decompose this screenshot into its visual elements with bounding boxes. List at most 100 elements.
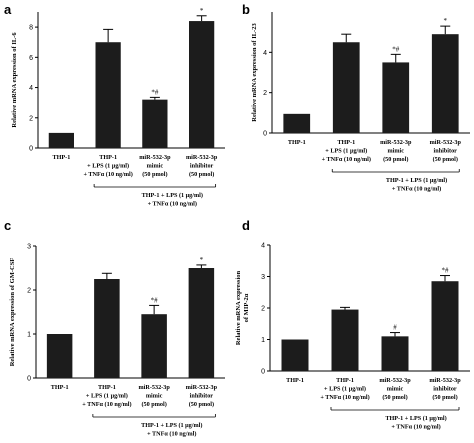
category-label: + TNFα (10 ng/ml) (82, 401, 131, 408)
category-label: + LPS (1 μg/ml) (86, 393, 128, 400)
bracket-label: THP-1 + LPS (1 μg/ml) (385, 415, 446, 422)
panel-letter: a (4, 2, 12, 17)
significance-mark: # (393, 324, 397, 332)
y-tick-label: 0 (27, 376, 31, 383)
category-label: THP-1 (52, 154, 70, 161)
y-tick-label: 0 (29, 146, 33, 153)
category-label: + TNFα (10 ng/ml) (322, 156, 371, 163)
panel-letter: b (242, 2, 250, 17)
y-tick-label: 2 (27, 288, 31, 295)
y-tick-label: 0 (261, 369, 265, 376)
y-tick-label: 4 (263, 50, 267, 57)
category-label: (50 pmol) (141, 401, 166, 408)
category-label: + TNFα (10 ng/ml) (83, 171, 132, 178)
category-label: THP-1 (51, 384, 69, 391)
category-label: + LPS (1 μg/ml) (87, 163, 129, 170)
category-label: miR-532-3p (186, 154, 218, 161)
y-tick-label: 0 (263, 131, 267, 138)
panel-d: d Relative mRNA expression of MIP-2α 0 1 2 3 4 T… (235, 218, 470, 431)
bracket-label: THP-1 + LPS (1 μg/ml) (386, 177, 447, 184)
category-label: (50 pmol) (432, 394, 457, 401)
significance-mark: *# (392, 45, 400, 53)
category-label: miR-532-3p (429, 377, 461, 384)
y-tick-label: 3 (27, 244, 31, 251)
category-label: (50 pmol) (383, 156, 408, 163)
significance-mark: * (200, 7, 204, 15)
bar (281, 339, 309, 371)
bar (332, 42, 360, 133)
y-tick-label: 1 (261, 337, 265, 344)
category-label: inhibitor (190, 163, 214, 170)
panel-c: c Relative mRNA expression of GM-CSF 0 1 2 3 T… (4, 218, 225, 438)
bar (431, 281, 459, 371)
category-label: miR-532-3p (138, 384, 170, 391)
y-tick-label: 2 (29, 115, 33, 122)
category-label: inhibitor (434, 148, 458, 155)
category-label: mimic (388, 148, 405, 155)
significance-mark: * (444, 17, 448, 25)
y-axis-label: Relative mRNA expression (235, 270, 242, 345)
y-tick-label: 4 (29, 85, 33, 92)
significance-mark: *# (151, 88, 159, 96)
bar (431, 34, 459, 133)
y-axis-label: Relative mRNA expression of IL-6 (11, 32, 18, 128)
bar (141, 314, 167, 378)
bar (331, 309, 359, 371)
category-label: + TNFα (10 ng/ml) (320, 394, 369, 401)
category-label: THP-1 (99, 154, 117, 161)
category-label: mimic (146, 393, 163, 400)
category-label: inhibitor (433, 386, 457, 393)
y-axis-label: Relative mRNA expression of IL-23 (251, 23, 258, 122)
bracket-label: + TNFα (10 ng/ml) (148, 201, 197, 208)
category-label: THP-1 (286, 377, 304, 384)
panel-letter: c (4, 218, 11, 233)
category-label: THP-1 (336, 377, 354, 384)
panel-letter: d (242, 218, 250, 233)
bracket-label: + TNFα (10 ng/ml) (392, 186, 441, 193)
y-tick-label: 1 (27, 332, 31, 339)
category-label: miR-532-3p (380, 139, 412, 146)
bar (188, 268, 215, 378)
bar (46, 334, 73, 378)
y-tick-label: 3 (261, 274, 265, 281)
bracket-label: + TNFα (10 ng/ml) (391, 424, 440, 431)
bar (48, 132, 74, 148)
y-axis-label: Relative mRNA expression of GM-CSF (9, 258, 16, 367)
significance-mark: *# (151, 296, 159, 304)
bar (95, 42, 121, 148)
category-label: + LPS (1 μg/ml) (324, 386, 366, 393)
category-label: inhibitor (190, 393, 214, 400)
category-label: (50 pmol) (189, 171, 214, 178)
category-label: miR-532-3p (139, 154, 171, 161)
category-label: miR-532-3p (186, 384, 218, 391)
y-tick-label: 8 (29, 25, 33, 32)
y-tick-label: 6 (29, 55, 33, 62)
category-label: mimic (147, 163, 164, 170)
category-label: miR-532-3p (430, 139, 462, 146)
y-tick-label: 4 (261, 243, 265, 250)
bracket-label: THP-1 + LPS (1 μg/ml) (142, 192, 203, 199)
bar (94, 279, 120, 378)
bar (189, 21, 215, 148)
category-label: THP-1 (98, 384, 116, 391)
bar (382, 62, 410, 133)
y-tick-label: 2 (261, 306, 265, 313)
category-label: (50 pmol) (382, 394, 407, 401)
bar (283, 113, 311, 133)
category-label: miR-532-3p (379, 377, 411, 384)
bar (381, 336, 409, 371)
category-label: (50 pmol) (189, 401, 214, 408)
y-tick-label: 2 (263, 90, 267, 97)
bar (142, 99, 168, 148)
category-label: THP-1 (288, 139, 306, 146)
y-axis-label: of MIP-2α (243, 293, 250, 322)
bracket-label: + TNFα (10 ng/ml) (147, 431, 196, 438)
bracket-label: THP-1 + LPS (1 μg/ml) (141, 422, 202, 429)
panel-a: a Relative mRNA expression of IL-6 0 2 4 6 8 TH… (4, 2, 225, 208)
category-label: + LPS (1 μg/ml) (325, 148, 367, 155)
category-label: mimic (387, 386, 404, 393)
category-label: THP-1 (337, 139, 355, 146)
category-label: (50 pmol) (433, 156, 458, 163)
